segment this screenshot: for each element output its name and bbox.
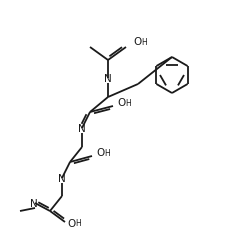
Text: N: N [78, 124, 86, 134]
Text: O: O [133, 37, 142, 47]
Text: N: N [58, 174, 65, 184]
Text: H: H [75, 220, 81, 229]
Text: H: H [104, 148, 109, 158]
Text: O: O [97, 148, 105, 158]
Text: H: H [140, 38, 146, 47]
Text: N: N [104, 74, 111, 84]
Text: N: N [30, 199, 38, 209]
Text: O: O [117, 98, 126, 108]
Text: O: O [68, 219, 76, 229]
Text: H: H [125, 99, 130, 108]
